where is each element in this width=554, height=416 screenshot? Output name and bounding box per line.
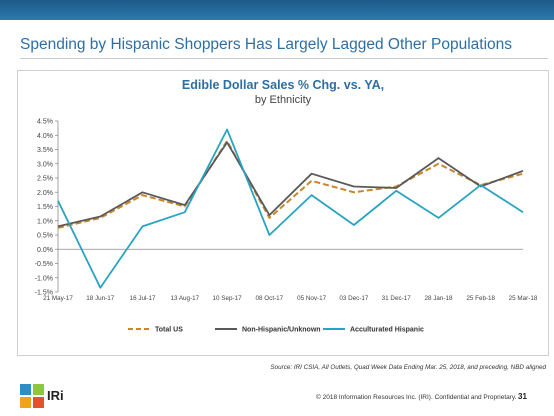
y-tick-label: 2.0% [37, 190, 53, 197]
y-tick-label: 4.5% [37, 119, 53, 126]
y-tick-label: 3.0% [37, 161, 53, 168]
y-tick-label: 0.0% [37, 247, 53, 254]
x-tick-label: 16 Jul-17 [130, 295, 156, 302]
header-bar [0, 0, 554, 20]
x-tick-label: 03 Dec-17 [339, 295, 369, 302]
y-tick-label: 4.0% [37, 133, 53, 140]
y-tick-label: 1.0% [37, 218, 53, 225]
line-chart: -1.5% -1.0% -0.5% 0.0% 0.5% 1.0% 1.5% 2.0% 2.5% 3… [35, 119, 538, 334]
chart-panel: Edible Dollar Sales % Chg. vs. YA, by Et… [17, 70, 549, 356]
series-line-non-hispanic-unknown [57, 141, 524, 228]
y-tick-label: -1.0% [35, 275, 53, 282]
x-tick-label: 28 Jan-18 [424, 295, 453, 302]
x-tick-label: 25 Mar-18 [509, 295, 538, 302]
y-tick-label: 2.5% [37, 176, 53, 183]
y-tick-label: -1.5% [35, 290, 53, 297]
legend-label: Total US [155, 327, 183, 334]
title-divider [20, 58, 548, 59]
legend-label: Non-Hispanic/Unknown [242, 327, 321, 334]
x-tick-label: 13 Aug-17 [170, 295, 199, 302]
y-tick-label: 1.5% [37, 204, 53, 211]
y-tick-label: 0.5% [37, 233, 53, 240]
series-line-acculturated-hispanic [57, 128, 524, 289]
page-number: 31 [518, 392, 527, 401]
x-tick-label: 08 Oct-17 [256, 295, 284, 302]
x-tick-label: 25 Feb-18 [466, 295, 495, 302]
y-tick-label: 3.5% [37, 147, 53, 154]
x-tick-label: 05 Nov-17 [297, 295, 327, 302]
x-tick-label: 10 Sep-17 [213, 295, 243, 302]
series-line-total-us [57, 140, 524, 229]
footer-copyright: © 2018 Information Resources Inc. (IRI).… [316, 394, 517, 401]
x-tick-label: 31 Dec-17 [382, 295, 412, 302]
x-tick-label: 18 Jun-17 [86, 295, 115, 302]
iri-logo-icon [20, 384, 44, 408]
chart-subtitle: by Ethnicity [254, 94, 312, 106]
chart-title: Edible Dollar Sales % Chg. vs. YA, [181, 78, 385, 92]
logo-text: IRi [47, 388, 64, 403]
legend-label: Acculturated Hispanic [350, 327, 424, 334]
x-tick-label: 21 May-17 [43, 295, 73, 302]
slide-title: Spending by Hispanic Shoppers Has Largel… [20, 36, 513, 53]
source-note: Source: IRI CSIA, All Outlets, Quad Week… [270, 364, 546, 371]
y-tick-label: -0.5% [35, 261, 53, 268]
